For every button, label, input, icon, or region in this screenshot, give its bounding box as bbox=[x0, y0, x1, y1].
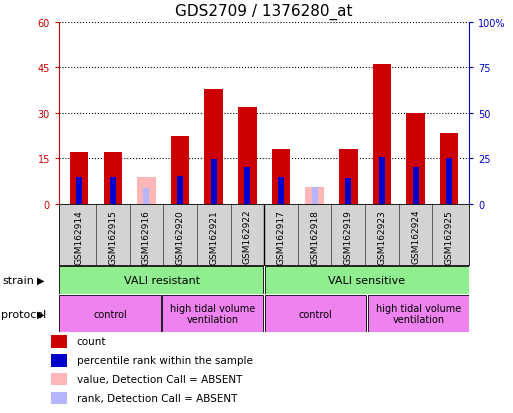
Text: GSM162924: GSM162924 bbox=[411, 209, 420, 264]
Bar bbox=[339, 150, 358, 204]
Text: value, Detection Call = ABSENT: value, Detection Call = ABSENT bbox=[76, 374, 242, 384]
Text: strain: strain bbox=[3, 275, 34, 285]
Bar bbox=[345, 179, 351, 204]
Title: GDS2709 / 1376280_at: GDS2709 / 1376280_at bbox=[175, 4, 353, 20]
Text: GSM162923: GSM162923 bbox=[378, 209, 386, 264]
Bar bbox=[51, 392, 67, 404]
Bar bbox=[104, 153, 122, 204]
Bar bbox=[171, 136, 189, 204]
Bar bbox=[163, 295, 263, 332]
Bar bbox=[51, 335, 67, 348]
Bar bbox=[238, 107, 256, 204]
Bar bbox=[272, 150, 290, 204]
Text: GSM162919: GSM162919 bbox=[344, 209, 353, 264]
Bar bbox=[406, 114, 425, 204]
Bar bbox=[265, 295, 366, 332]
Bar bbox=[446, 159, 452, 204]
Text: VALI resistant: VALI resistant bbox=[124, 275, 200, 285]
Bar bbox=[372, 65, 391, 204]
Text: high tidal volume
ventilation: high tidal volume ventilation bbox=[376, 303, 461, 325]
Text: GSM162920: GSM162920 bbox=[175, 209, 185, 264]
Text: GSM162914: GSM162914 bbox=[75, 209, 84, 264]
Text: GSM162916: GSM162916 bbox=[142, 209, 151, 264]
Bar bbox=[205, 89, 223, 204]
Text: rank, Detection Call = ABSENT: rank, Detection Call = ABSENT bbox=[76, 393, 237, 403]
Text: GSM162921: GSM162921 bbox=[209, 209, 218, 264]
Bar bbox=[244, 167, 250, 204]
Text: count: count bbox=[76, 337, 106, 347]
Bar bbox=[305, 188, 324, 204]
Text: GSM162918: GSM162918 bbox=[310, 209, 319, 264]
Bar bbox=[137, 177, 156, 204]
Bar bbox=[412, 168, 419, 204]
Text: GSM162915: GSM162915 bbox=[108, 209, 117, 264]
Text: control: control bbox=[299, 309, 332, 319]
Bar bbox=[51, 373, 67, 386]
Bar bbox=[311, 187, 318, 204]
Bar bbox=[76, 177, 82, 204]
Bar bbox=[278, 177, 284, 204]
Bar bbox=[59, 295, 161, 332]
Text: high tidal volume
ventilation: high tidal volume ventilation bbox=[170, 303, 255, 325]
Bar bbox=[177, 176, 183, 204]
Bar bbox=[265, 266, 469, 294]
Bar bbox=[379, 158, 385, 204]
Text: ▶: ▶ bbox=[37, 275, 45, 285]
Bar bbox=[59, 266, 263, 294]
Text: GSM162917: GSM162917 bbox=[277, 209, 286, 264]
Bar bbox=[110, 177, 116, 204]
Bar bbox=[440, 133, 459, 204]
Bar bbox=[51, 354, 67, 367]
Bar bbox=[144, 189, 149, 204]
Text: control: control bbox=[93, 309, 127, 319]
Text: VALI sensitive: VALI sensitive bbox=[328, 275, 405, 285]
Text: percentile rank within the sample: percentile rank within the sample bbox=[76, 356, 252, 366]
Text: ▶: ▶ bbox=[37, 309, 45, 319]
Text: GSM162925: GSM162925 bbox=[445, 209, 453, 264]
Bar bbox=[70, 153, 88, 204]
Text: protocol: protocol bbox=[1, 309, 46, 319]
Text: GSM162922: GSM162922 bbox=[243, 209, 252, 264]
Bar bbox=[211, 160, 217, 204]
Bar bbox=[368, 295, 469, 332]
